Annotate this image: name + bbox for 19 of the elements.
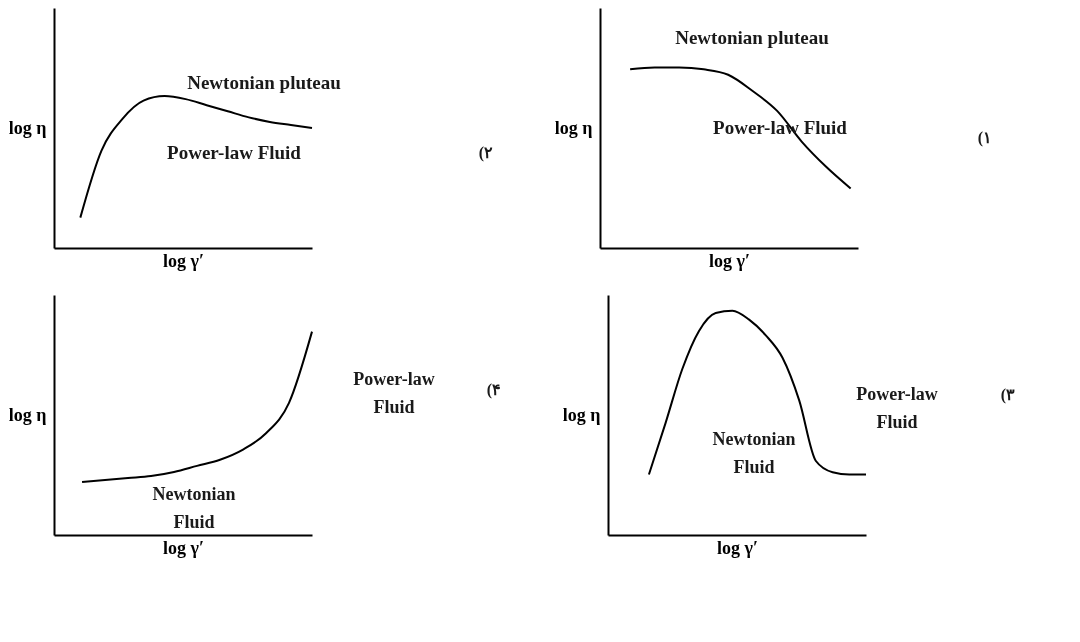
annotation: Power-law Fluid — [167, 142, 302, 163]
text: (۲ — [478, 144, 494, 162]
text: (۳ — [1000, 386, 1016, 404]
annotation: Newtonian Fluid — [152, 484, 236, 532]
x-axis-title: log γ′ — [709, 250, 750, 271]
annotation: Newtonian Fluid — [712, 429, 796, 477]
text: (۴ — [486, 381, 502, 399]
text: (۱ — [977, 129, 993, 147]
text: Power-law Fluid — [353, 369, 435, 417]
y-axis-title: log η — [8, 117, 47, 138]
text: Newtonian pluteau — [187, 72, 342, 93]
text: Newtonian pluteau — [675, 27, 830, 48]
annotation: Power-law Fluid — [856, 384, 938, 432]
x-axis-title: log γ′ — [163, 250, 204, 271]
y-axis-title: log η — [8, 404, 47, 425]
y-axis-title: log η — [562, 404, 601, 425]
x-axis-title: log γ′ — [163, 537, 204, 558]
x-axis-title: log γ′ — [717, 537, 758, 558]
y-axis-title: log η — [554, 117, 593, 138]
